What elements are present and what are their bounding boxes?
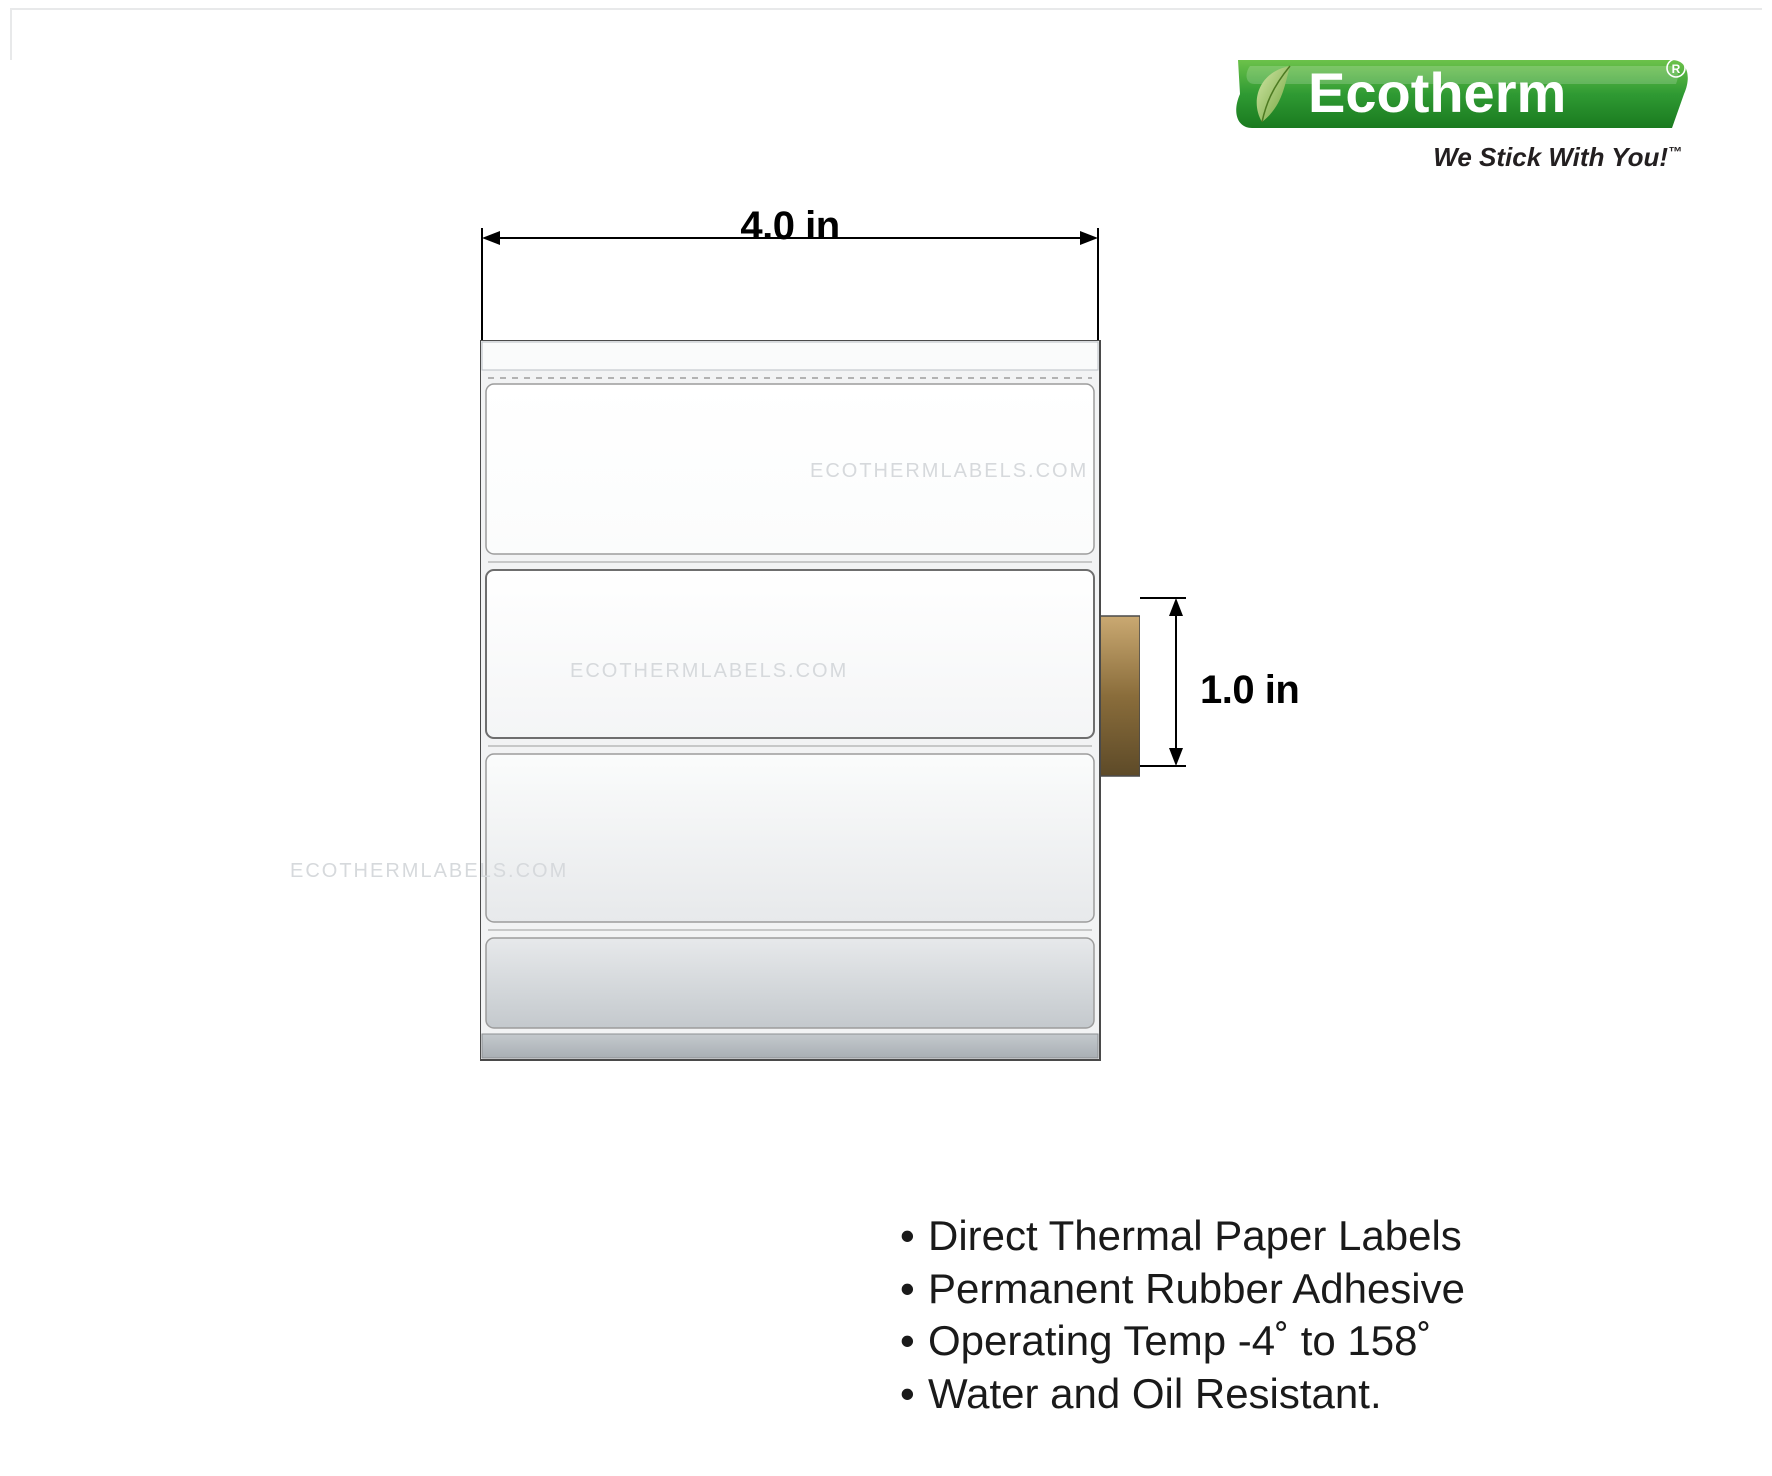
product-spec-canvas: R Ecotherm We Stick With You!™ 4.0 in xyxy=(0,0,1772,1476)
watermark-text: ECOTHERMLABELS.COM xyxy=(570,660,848,683)
brand-logo: R Ecotherm We Stick With You!™ xyxy=(1232,48,1692,173)
feature-bullet: •Direct Thermal Paper Labels xyxy=(900,1210,1465,1263)
feature-bullet: •Water and Oil Resistant. xyxy=(900,1368,1465,1421)
svg-text:R: R xyxy=(1672,62,1681,76)
bullet-glyph: • xyxy=(900,1263,928,1316)
bullet-glyph: • xyxy=(900,1315,928,1368)
brand-tagline: We Stick With You!™ xyxy=(1232,142,1692,173)
feature-bullets: •Direct Thermal Paper Labels •Permanent … xyxy=(900,1210,1465,1420)
frame-edge xyxy=(10,8,1762,10)
width-dimension: 4.0 in xyxy=(480,220,1100,300)
bullet-text: Permanent Rubber Adhesive xyxy=(928,1265,1465,1312)
bullet-text: Water and Oil Resistant. xyxy=(928,1370,1382,1417)
watermark-text: ECOTHERMLABELS.COM xyxy=(810,460,1088,483)
bullet-text: Operating Temp -4˚ to 158˚ xyxy=(928,1317,1432,1364)
feature-bullet: •Operating Temp -4˚ to 158˚ xyxy=(900,1315,1465,1368)
brand-name: Ecotherm xyxy=(1308,61,1566,124)
label-roll-drawing xyxy=(480,340,1140,1060)
bullet-glyph: • xyxy=(900,1368,928,1421)
bullet-text: Direct Thermal Paper Labels xyxy=(928,1212,1462,1259)
bullet-glyph: • xyxy=(900,1210,928,1263)
height-dimension-label: 1.0 in xyxy=(1200,668,1299,713)
height-dimension: 1.0 in xyxy=(1140,618,1340,778)
brand-tagline-text: We Stick With You! xyxy=(1433,142,1668,172)
brand-logo-banner: R Ecotherm xyxy=(1232,48,1692,138)
frame-edge xyxy=(10,8,12,60)
watermark-text: ECOTHERMLABELS.COM xyxy=(290,860,568,883)
dimension-diagram: 4.0 in xyxy=(480,220,1240,1100)
feature-bullet: •Permanent Rubber Adhesive xyxy=(900,1263,1465,1316)
trademark-symbol: ™ xyxy=(1668,143,1682,159)
